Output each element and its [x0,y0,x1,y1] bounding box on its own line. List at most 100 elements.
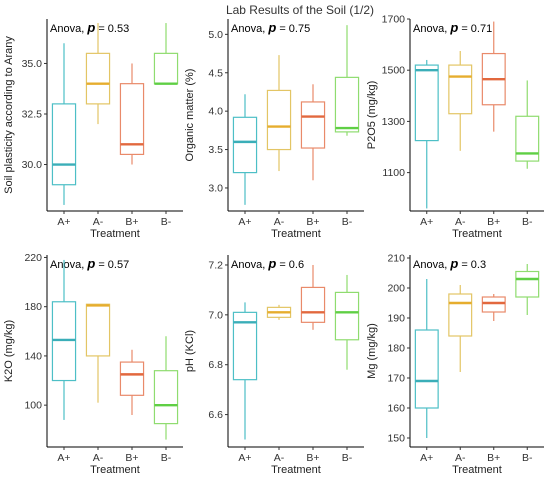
box-B- [153,336,179,440]
box-iqr [119,83,145,156]
box-iqr [334,291,360,341]
box-iqr [51,301,77,382]
box-A+ [414,279,439,438]
x-tick-label: B+ [125,216,138,228]
box-iqr [334,76,360,133]
y-tick-label: 140 [24,350,42,362]
anova-label: Anova, [50,23,87,35]
y-tick-label: 190 [387,313,405,325]
p-value: = 0.75 [276,23,310,35]
figure-title: Lab Results of the Soil (1/2) [226,3,374,17]
x-tick-label: A- [93,452,104,464]
box-A+ [51,43,77,205]
y-tick-label: 5.0 [208,29,223,41]
x-axis-label: Treatment [90,464,140,476]
y-axis-label: P2O5 (mg/kg) [366,81,378,149]
y-tick-label: 160 [387,403,405,415]
x-tick-label: A- [93,216,104,228]
box-B- [515,264,540,315]
box-B+ [119,349,145,415]
box-iqr [414,329,439,409]
y-tick-label: 220 [24,252,42,264]
box-iqr [300,286,326,323]
box-iqr [266,89,292,151]
box-iqr [85,52,111,105]
y-axis-label: Organic matter (%) [184,69,196,162]
anova-annotation: Anova, p = 0.6 [231,256,304,271]
y-tick-label: 180 [387,343,405,355]
box-iqr [153,52,179,85]
x-axis-label: Treatment [90,228,140,240]
x-tick-label: A+ [57,452,70,464]
y-tick-label: 180 [24,301,42,313]
box-A+ [51,259,77,420]
panel-1: 30.0 32.5 35.0 A+ A- B+ B- Treatment Soil plasti… [3,19,183,240]
p-symbol: p [86,20,95,35]
panel-3: 1100 1300 1500 1700 A+ A- B+ B- Treatment P2O5 (m… [366,14,544,240]
y-tick-label: 6.6 [208,409,223,421]
x-tick-label: A- [455,216,466,228]
box-A- [448,51,473,151]
box-iqr [232,116,258,174]
p-symbol: p [86,256,95,271]
p-value: = 0.3 [458,259,486,271]
p-value: = 0.71 [458,23,492,35]
anova-annotation: Anova, p = 0.53 [50,20,129,35]
x-tick-label: B+ [306,216,319,228]
box-A+ [232,94,258,205]
box-A- [266,304,292,320]
box-iqr [153,370,179,425]
anova-label: Anova, [413,259,450,271]
y-axis-label: K2O (mg/kg) [3,320,15,382]
box-A- [85,23,111,125]
x-tick-label: A+ [420,452,433,464]
panel-5: 6.6 6.8 7.0 7.2 A+ A- B+ B- Treatment pH (KCl) Ano… [184,255,364,476]
x-tick-label: A- [455,452,466,464]
box-iqr [51,103,77,186]
x-axis-label: Treatment [452,464,502,476]
x-tick-label: A+ [238,216,251,228]
x-tick-label: A- [274,216,285,228]
panel-2: 3.0 3.5 4.0 4.5 5.0 A+ A- B+ B- Treatment Organic … [184,19,364,240]
x-axis-label: Treatment [271,228,321,240]
p-value: = 0.57 [95,259,129,271]
box-B- [334,274,360,370]
box-iqr [448,293,473,337]
box-A- [448,285,473,372]
anova-annotation: Anova, p = 0.75 [231,20,310,35]
x-axis-label: Treatment [452,228,502,240]
x-tick-label: A+ [238,452,251,464]
box-B+ [300,84,326,181]
x-tick-label: B+ [306,452,319,464]
y-tick-label: 7.0 [208,309,223,321]
box-iqr [515,270,540,298]
box-A- [266,55,292,172]
y-tick-label: 150 [387,433,405,445]
p-value: = 0.53 [95,23,129,35]
box-B+ [481,21,506,132]
anova-label: Anova, [50,259,87,271]
x-tick-label: B- [161,452,172,464]
box-A+ [232,302,258,440]
anova-annotation: Anova, p = 0.57 [50,256,129,271]
x-tick-label: B+ [487,452,500,464]
y-axis-label: pH (KCl) [184,330,196,372]
box-iqr [119,361,145,396]
y-tick-label: 3.5 [208,144,223,156]
box-A- [85,303,111,403]
box-iqr [232,311,258,381]
box-B- [334,25,360,136]
box-iqr [515,115,540,162]
y-tick-label: 210 [387,253,405,265]
x-tick-label: B- [342,216,353,228]
panel-4: 100 140 180 220 A+ A- B+ B- Treatment K2O (mg/kg)… [3,252,183,476]
box-iqr [448,64,473,115]
panel-6: 150 160 170 180 190 200 210 A+ A- B+ B- Treatment Mg… [366,253,544,476]
box-B- [515,80,540,169]
box-iqr [300,101,326,149]
anova-annotation: Anova, p = 0.71 [413,20,492,35]
y-tick-label: 100 [24,400,42,412]
y-axis-label: Mg (mg/kg) [366,323,378,379]
box-B+ [481,294,506,321]
